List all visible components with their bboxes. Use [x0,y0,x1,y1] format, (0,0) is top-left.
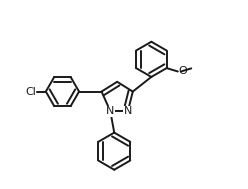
Text: N: N [106,106,115,116]
Text: O: O [178,67,187,77]
Text: Cl: Cl [25,87,36,97]
Text: N: N [124,106,132,116]
